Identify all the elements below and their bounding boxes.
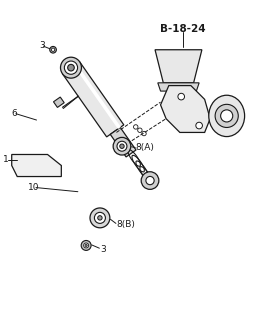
Polygon shape (110, 127, 136, 157)
Circle shape (50, 46, 56, 53)
Circle shape (215, 104, 238, 127)
Polygon shape (158, 83, 199, 91)
Circle shape (84, 243, 89, 248)
Polygon shape (53, 97, 64, 108)
Circle shape (81, 240, 91, 251)
Circle shape (68, 64, 74, 71)
Polygon shape (155, 50, 202, 83)
Text: 6: 6 (12, 109, 17, 118)
Text: 1: 1 (3, 156, 9, 164)
Circle shape (178, 93, 184, 100)
Circle shape (120, 144, 124, 148)
Circle shape (98, 216, 102, 220)
Text: 3: 3 (39, 41, 45, 50)
Circle shape (52, 48, 55, 52)
Circle shape (141, 172, 159, 189)
Circle shape (196, 122, 202, 129)
Circle shape (90, 208, 110, 228)
Circle shape (221, 110, 233, 122)
Circle shape (146, 176, 154, 185)
Circle shape (64, 61, 78, 74)
Polygon shape (161, 85, 210, 132)
Circle shape (85, 244, 87, 246)
Text: 8(B): 8(B) (116, 220, 135, 229)
Circle shape (60, 57, 81, 78)
Circle shape (94, 212, 106, 223)
Text: 8(A): 8(A) (136, 143, 155, 152)
Text: 3: 3 (100, 245, 106, 254)
Circle shape (113, 137, 131, 155)
Circle shape (117, 141, 127, 151)
Text: B-18-24: B-18-24 (160, 24, 206, 34)
Polygon shape (12, 155, 61, 177)
Polygon shape (62, 62, 124, 137)
Text: 10: 10 (28, 183, 40, 192)
Ellipse shape (209, 95, 245, 137)
Polygon shape (74, 64, 121, 129)
